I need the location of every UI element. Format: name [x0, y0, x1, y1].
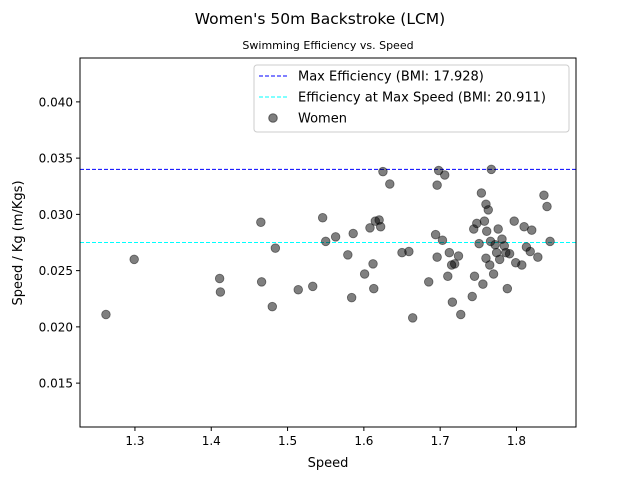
data-point: [101, 309, 111, 320]
y-tick-label: 0.040: [39, 95, 73, 109]
y-tick-label: 0.020: [39, 320, 73, 334]
data-point: [437, 235, 448, 245]
data-point: [308, 281, 318, 292]
data-point: [482, 226, 492, 236]
data-point: [440, 170, 450, 180]
x-tick-label: 1.4: [202, 434, 221, 448]
x-tick-label: 1.8: [507, 434, 526, 448]
y-axis-label: Speed / Kg (m/Kgs): [11, 180, 26, 305]
y-tick-label: 0.030: [39, 208, 73, 222]
data-point: [525, 246, 535, 257]
data-point: [483, 205, 493, 215]
axes: 1.3 1.4 1.5 1.6 1.7 1.8 0.015 0.020 0.025 0.030 0.…: [39, 57, 577, 448]
data-point: [476, 188, 487, 198]
x-tick-label: 1.3: [125, 434, 144, 448]
data-point: [456, 309, 466, 320]
data-point: [270, 243, 281, 253]
data-point: [267, 301, 277, 312]
data-point: [256, 217, 266, 227]
data-point: [469, 271, 480, 281]
data-point: [449, 259, 460, 269]
data-point: [214, 273, 225, 284]
data-point: [359, 269, 370, 279]
chart-subtitle: Swimming Efficiency vs. Speed: [242, 39, 413, 52]
data-point: [330, 232, 341, 242]
data-point: [533, 252, 543, 262]
data-point: [368, 259, 378, 269]
data-point: [378, 166, 388, 177]
data-point: [424, 277, 434, 287]
data-point: [430, 229, 441, 240]
y-tick-label: 0.015: [39, 377, 73, 391]
x-tick-label: 1.5: [278, 434, 297, 448]
data-point: [467, 291, 477, 302]
data-point: [215, 287, 226, 297]
data-points: [101, 164, 555, 323]
data-point: [385, 179, 395, 189]
data-point: [486, 164, 496, 175]
legend: Max Efficiency (BMI: 17.928) Efficiency a…: [253, 64, 570, 133]
chart-title: Women's 50m Backstroke (LCM): [195, 10, 445, 28]
x-tick-label: 1.6: [354, 434, 373, 448]
data-point: [478, 279, 488, 289]
data-point: [539, 190, 549, 200]
data-point: [317, 213, 328, 223]
data-point: [256, 277, 267, 287]
data-point: [517, 260, 527, 270]
data-point: [365, 223, 375, 233]
data-point: [369, 283, 379, 294]
data-point: [474, 238, 484, 249]
x-tick-label: 1.7: [431, 434, 450, 448]
data-point: [443, 271, 453, 281]
data-point: [493, 224, 503, 234]
y-tick-label: 0.035: [39, 152, 73, 166]
data-point: [488, 269, 499, 279]
data-point: [494, 254, 505, 265]
data-point: [509, 216, 519, 226]
data-point: [447, 297, 458, 307]
data-point: [502, 283, 513, 294]
data-point: [346, 292, 357, 303]
data-point: [542, 201, 552, 212]
data-point: [375, 222, 386, 232]
plot-frame: [79, 57, 577, 428]
data-point: [444, 247, 455, 258]
y-tick-label: 0.025: [39, 264, 73, 278]
data-point: [432, 180, 442, 190]
legend-marker-swatch: [268, 113, 278, 123]
data-point: [343, 250, 353, 260]
data-point: [408, 313, 418, 323]
legend-label: Women: [298, 112, 347, 127]
data-point: [293, 285, 303, 295]
legend-label: Efficiency at Max Speed (BMI: 20.911): [298, 91, 546, 106]
data-point: [129, 254, 139, 265]
data-point: [453, 251, 464, 261]
data-point: [321, 236, 331, 247]
data-point: [432, 252, 442, 262]
data-point: [545, 236, 555, 247]
data-point: [485, 260, 495, 270]
data-point: [527, 225, 537, 235]
legend-label: Max Efficiency (BMI: 17.928): [298, 70, 484, 85]
data-point: [479, 216, 490, 226]
data-point: [348, 228, 358, 239]
legend-box: [253, 64, 570, 133]
data-point: [504, 249, 515, 259]
x-axis-label: Speed: [308, 456, 349, 471]
data-point: [404, 246, 414, 257]
data-point: [519, 222, 529, 232]
